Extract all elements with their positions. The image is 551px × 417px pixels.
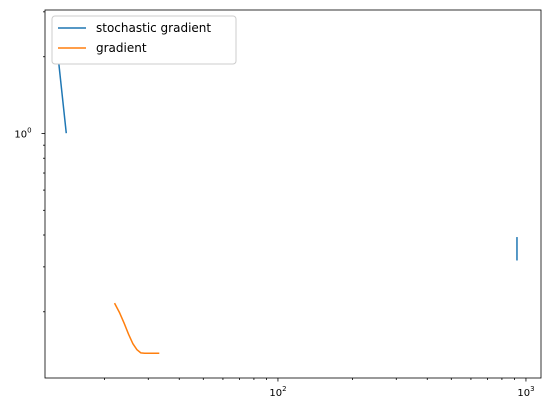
y-tick-label: 100 <box>14 127 31 141</box>
plot-frame <box>44 9 542 379</box>
legend-label: stochastic gradient <box>96 21 211 35</box>
x-tick-label: 103 <box>517 385 534 399</box>
x-axis-ticks: 102 103 <box>104 378 535 399</box>
y-axis-ticks: 100 <box>14 11 45 313</box>
series-line-0-segment-0 <box>57 57 68 134</box>
legend-box <box>51 15 237 65</box>
legend: stochastic gradient gradient <box>51 15 237 65</box>
series-line-1-segment-0 <box>113 302 160 355</box>
series-layer <box>57 57 518 355</box>
x-tick-label: 102 <box>269 385 286 399</box>
legend-label: gradient <box>96 41 147 55</box>
